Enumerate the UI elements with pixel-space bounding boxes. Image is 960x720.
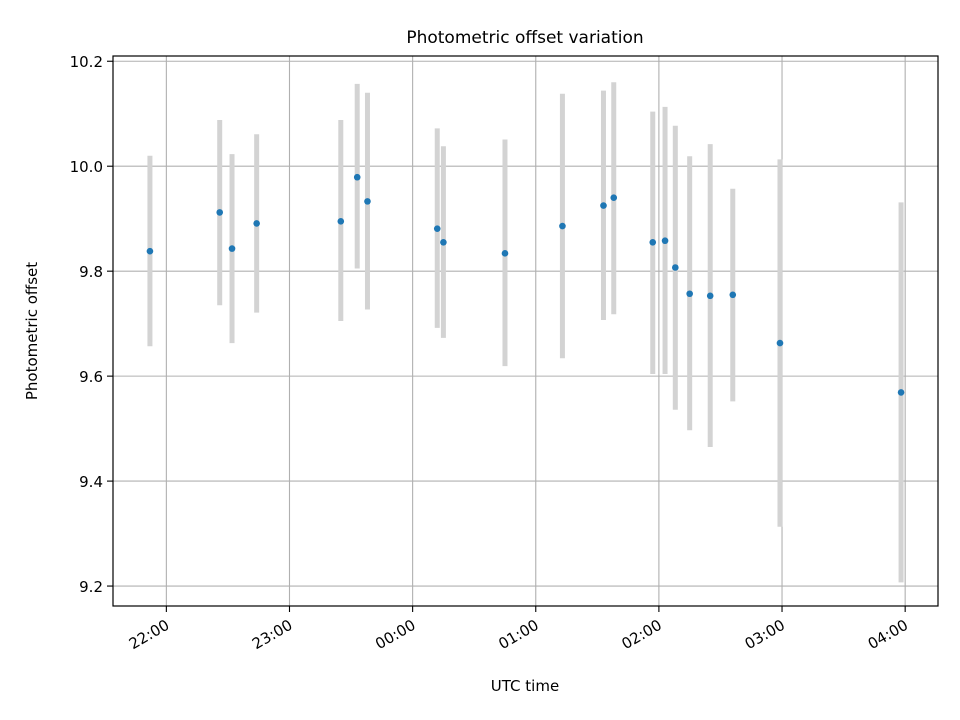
grid: [113, 56, 938, 606]
data-point: [600, 202, 607, 209]
data-point: [433, 225, 441, 232]
error-bars: [147, 82, 904, 583]
x-tick-label: 04:00: [865, 616, 911, 653]
data-point: [501, 250, 509, 257]
y-tick-label: 9.2: [79, 578, 103, 596]
data-point: [776, 339, 784, 347]
data-point: [364, 198, 371, 205]
y-axis-label: Photometric offset: [23, 262, 41, 400]
data-point: [649, 239, 657, 246]
data-point: [253, 220, 260, 227]
y-axis: 9.2 9.4 9.6 9.8 10.0 10.2: [70, 53, 113, 596]
data-point: [559, 222, 566, 230]
plot-frame: [112, 55, 939, 607]
data-point: [706, 292, 714, 300]
y-tick-label: 9.8: [79, 263, 103, 281]
data-point: [729, 291, 737, 299]
data-point: [337, 218, 345, 225]
data-point: [353, 173, 361, 181]
data-point: [440, 239, 447, 246]
y-tick-label: 10.2: [70, 53, 103, 71]
data-point: [661, 237, 669, 245]
x-tick-label: 02:00: [618, 616, 664, 653]
data-point: [216, 209, 224, 216]
x-tick-label: 01:00: [495, 616, 541, 653]
data-point: [686, 290, 693, 298]
data-point: [897, 389, 905, 396]
y-tick-label: 9.4: [79, 473, 103, 491]
x-axis-label: UTC time: [491, 677, 559, 695]
y-tick-label: 9.6: [79, 368, 103, 386]
data-points: [146, 173, 905, 396]
data-point: [228, 245, 236, 252]
x-tick-label: 00:00: [372, 616, 418, 653]
x-tick-label: 03:00: [742, 616, 788, 653]
y-tick-label: 10.0: [70, 158, 103, 176]
x-axis: 22:00 23:00 00:00 01:00 02:00 03:00 04:00: [126, 606, 911, 653]
data-point: [672, 264, 679, 271]
x-tick-label: 22:00: [126, 616, 172, 653]
x-tick-label: 23:00: [249, 616, 295, 653]
chart-title: Photometric offset variation: [406, 28, 643, 48]
data-point: [610, 194, 618, 201]
data-point: [146, 247, 154, 255]
